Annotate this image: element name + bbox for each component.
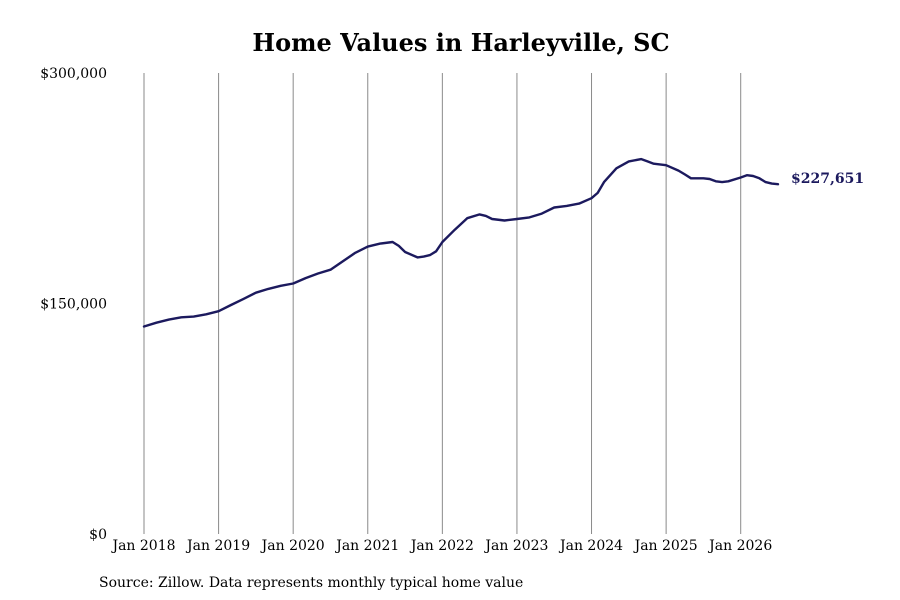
series-line (142, 157, 780, 328)
end-value-label: $227,651 (791, 171, 864, 187)
y-tick-label: $0 (89, 527, 107, 543)
chart-title: Home Values in Harleyville, SC (252, 28, 669, 57)
y-tick-label: $150,000 (40, 297, 107, 313)
x-tick-label: Jan 2026 (707, 538, 772, 554)
x-tick-label: Jan 2022 (409, 538, 474, 554)
x-tick-label: Jan 2018 (110, 538, 175, 554)
x-tick-label: Jan 2023 (483, 538, 548, 554)
x-tick-label: Jan 2024 (558, 538, 623, 554)
x-tick-label: Jan 2019 (185, 538, 250, 554)
x-axis: Jan 2018 Jan 2019 Jan 2020 Jan 2021 Jan 2022… (110, 538, 772, 554)
x-tick-label: Jan 2025 (633, 538, 698, 554)
y-axis: $0 $150,000 $300,000 (40, 66, 107, 543)
x-tick-label: Jan 2020 (260, 538, 325, 554)
x-tick-label: Jan 2021 (334, 538, 399, 554)
grid-lines (143, 73, 742, 534)
y-tick-label: $300,000 (40, 66, 107, 82)
source-note: Source: Zillow. Data represents monthly … (99, 575, 523, 591)
